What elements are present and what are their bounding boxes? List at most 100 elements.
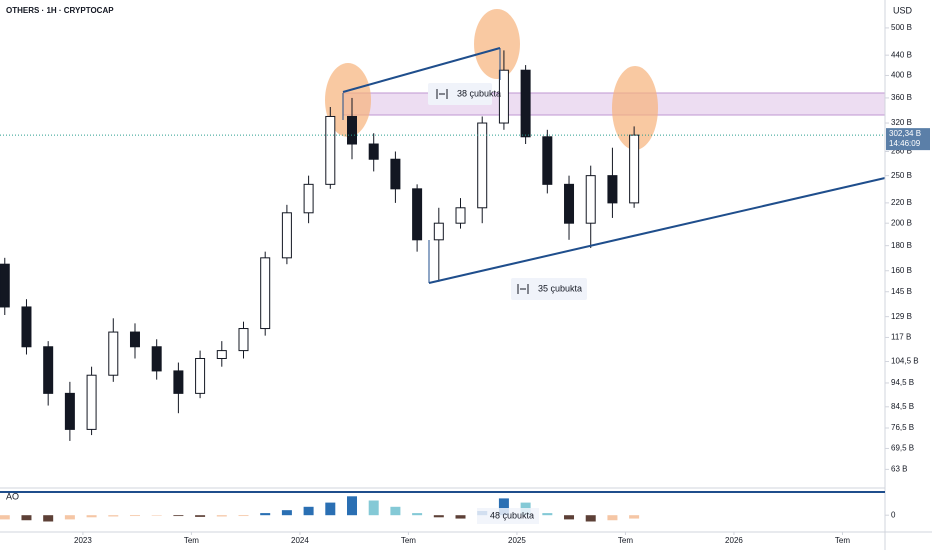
ao-bar xyxy=(260,513,271,516)
y-tick-label: 84,5 B xyxy=(891,402,914,411)
y-tick-label: 104,5 B xyxy=(891,357,919,366)
candle-body xyxy=(498,69,509,124)
highlight-circle xyxy=(474,9,520,79)
ao-bar xyxy=(368,500,379,516)
candle-body xyxy=(564,183,575,224)
y-tick-label: 180 B xyxy=(891,241,912,250)
candle-body xyxy=(433,222,444,241)
candle-body xyxy=(455,207,466,224)
x-tick-label: 2023 xyxy=(74,536,92,545)
price-axis xyxy=(885,0,932,550)
ao-bar xyxy=(325,502,336,516)
y-tick-label: 440 B xyxy=(891,50,912,59)
candle-body xyxy=(216,350,227,359)
ao-bar xyxy=(0,515,10,520)
candle-body xyxy=(238,328,249,352)
ao-bar xyxy=(238,515,249,517)
y-tick-label: 360 B xyxy=(891,93,912,102)
x-tick-label: Tem xyxy=(618,536,633,545)
candle-body xyxy=(607,175,618,204)
y-tick-label: 160 B xyxy=(891,266,912,275)
ao-bar xyxy=(564,515,575,520)
y-tick-label: 280 B xyxy=(891,147,912,156)
x-tick-label: Tem xyxy=(401,536,416,545)
last-price-label: 302,34 B xyxy=(889,129,921,138)
y-tick-label: 69,5 B xyxy=(891,444,914,453)
y-tick-label: 76,5 B xyxy=(891,423,914,432)
candle-body xyxy=(129,331,140,348)
ao-bar xyxy=(86,515,97,518)
candle-body xyxy=(86,374,97,430)
candle-body xyxy=(195,357,206,394)
y-tick-label: 220 B xyxy=(891,198,912,207)
ao-bar xyxy=(21,515,32,521)
y-tick-label: 400 B xyxy=(891,71,912,80)
candle-body xyxy=(368,143,379,160)
candle-body xyxy=(303,183,314,214)
candle-body xyxy=(477,122,488,209)
range-icon xyxy=(436,89,448,99)
y-tick-label: 63 B xyxy=(891,464,907,473)
y-tick-label: 145 B xyxy=(891,287,912,296)
ao-bar xyxy=(43,515,54,522)
annotation: 48 çubukta xyxy=(490,510,534,520)
ao-bar xyxy=(390,506,401,516)
candle-body xyxy=(412,188,423,241)
ao-bar xyxy=(281,510,292,516)
x-tick-label: 2026 xyxy=(725,536,743,545)
candle-body xyxy=(0,263,10,308)
candle-body xyxy=(64,392,75,430)
ao-bar xyxy=(173,515,184,517)
ao-bar xyxy=(108,515,119,517)
candle-body xyxy=(542,136,553,185)
highlight-circle xyxy=(325,63,371,137)
annotation: 38 çubukta xyxy=(457,88,501,98)
ao-bar xyxy=(195,515,206,517)
currency: USD xyxy=(893,5,913,15)
y-tick-label: 200 B xyxy=(891,218,912,227)
indicator-name: AO xyxy=(6,491,19,501)
candle-body xyxy=(108,331,119,376)
ao-bar xyxy=(64,515,75,520)
countdown: 14:46:09 xyxy=(889,139,921,148)
ao-bar xyxy=(129,515,140,517)
candle-body xyxy=(325,115,336,185)
plot-area xyxy=(0,50,885,441)
candle-body xyxy=(585,175,596,224)
y-tick-label: 500 B xyxy=(891,23,912,32)
y-tick-label: 250 B xyxy=(891,171,912,180)
candle-body xyxy=(43,346,54,394)
annotation-box xyxy=(477,508,539,524)
trend-line xyxy=(428,177,886,284)
chart-title: OTHERS · 1H · CRYPTOCAP xyxy=(6,6,114,15)
candle-body xyxy=(151,346,162,372)
trend-line xyxy=(342,47,501,93)
candle-body xyxy=(347,115,358,145)
last-price-box xyxy=(886,128,930,151)
highlight-circle xyxy=(612,66,658,150)
x-tick-label: Tem xyxy=(835,536,850,545)
candle-body xyxy=(173,370,184,394)
ao-bar xyxy=(151,515,162,516)
ao-bar xyxy=(412,513,423,516)
candle-body xyxy=(629,134,640,204)
x-tick-label: 2024 xyxy=(291,536,309,545)
indicator-tick-label: 0 xyxy=(891,510,896,519)
candle-body xyxy=(21,306,32,348)
ao-bar xyxy=(433,515,444,518)
x-tick-label: Tem xyxy=(184,536,199,545)
candle-body xyxy=(520,69,531,138)
ao-bar xyxy=(629,515,640,519)
ao-bar xyxy=(347,496,358,516)
y-tick-label: 320 B xyxy=(891,118,912,127)
x-tick-label: 2025 xyxy=(508,536,526,545)
ao-bar xyxy=(585,515,596,522)
y-tick-label: 117 B xyxy=(891,333,911,342)
annotation-box xyxy=(428,83,492,105)
ao-bar xyxy=(455,515,466,519)
ao-bar xyxy=(216,515,227,517)
annotation: 35 çubukta xyxy=(538,283,582,293)
y-tick-label: 94,5 B xyxy=(891,378,914,387)
ao-bar xyxy=(303,506,314,516)
